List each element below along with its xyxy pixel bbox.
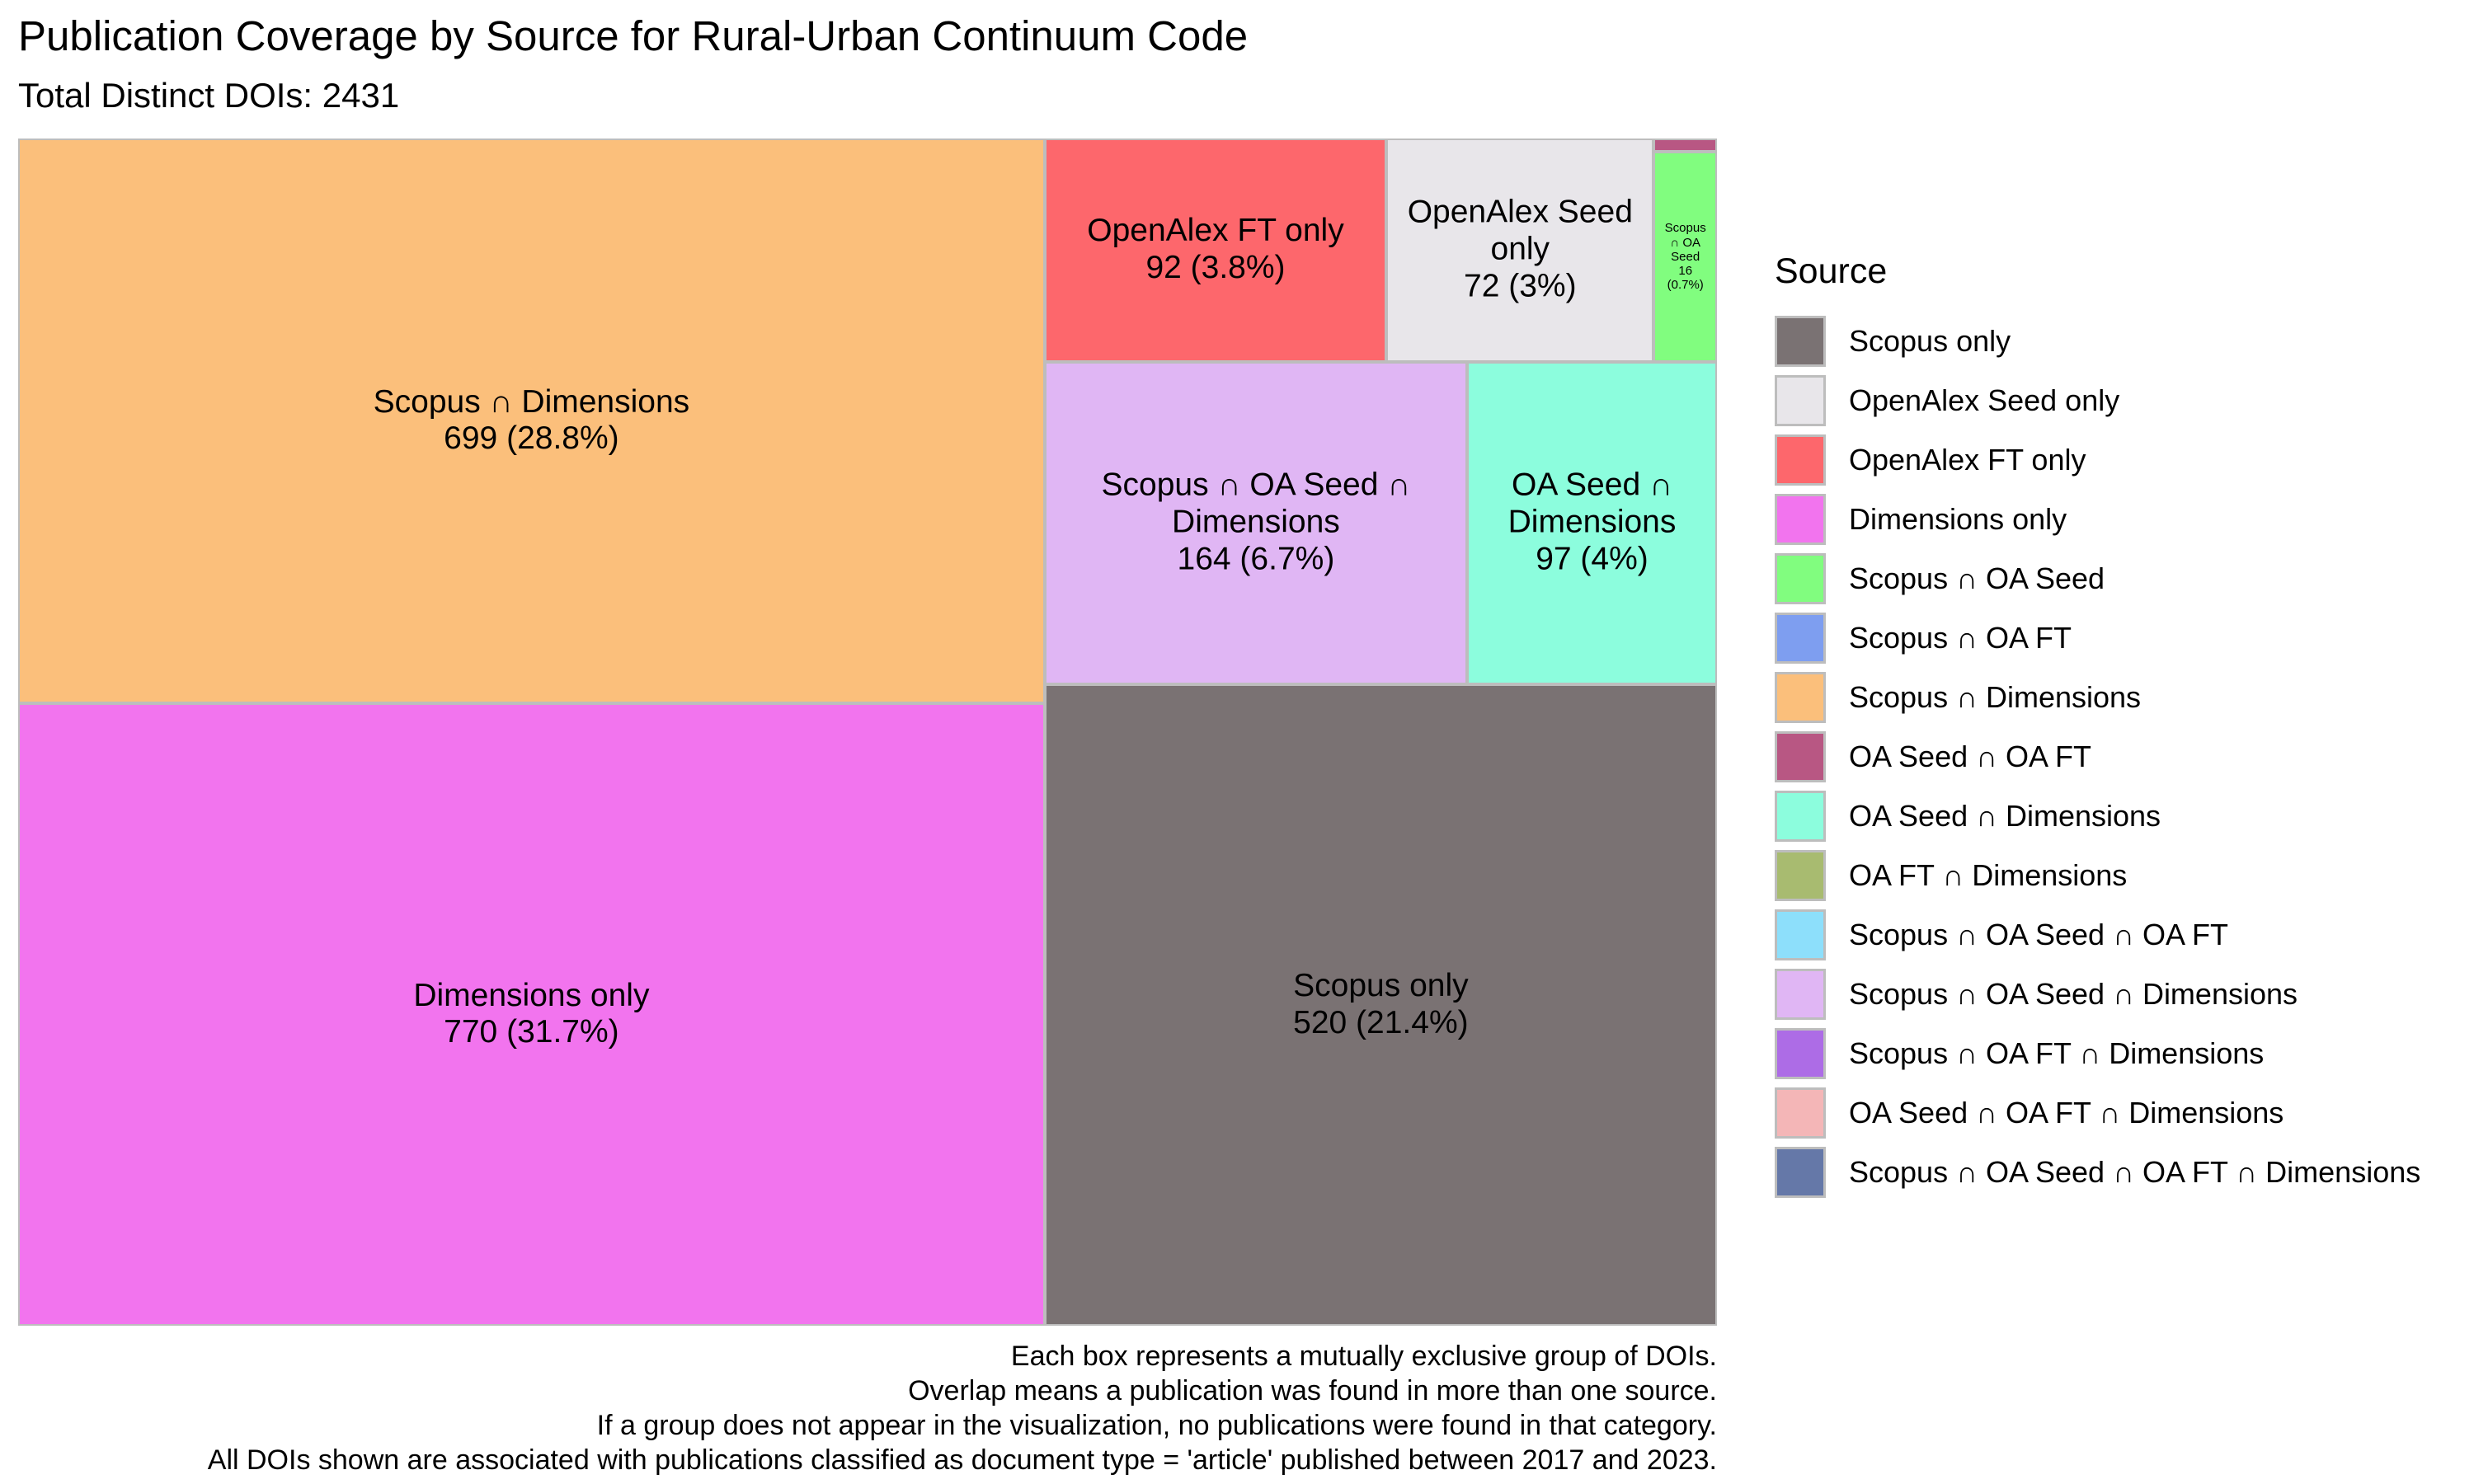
tile-label: Scopus only 520 (21.4%) <box>1047 968 1715 1042</box>
legend-swatch <box>1775 731 1826 782</box>
tile-name: OA Seed ∩ Dimensions <box>1507 467 1677 540</box>
legend-swatch <box>1775 553 1826 604</box>
caption-line: Overlap means a publication was found in… <box>908 1375 1717 1407</box>
tile-name: Scopus ∩ OA Seed ∩ Dimensions <box>1101 467 1411 540</box>
legend-swatch <box>1775 969 1826 1020</box>
legend-swatch <box>1775 1087 1826 1139</box>
legend-item: Dimensions only <box>1775 490 2467 549</box>
legend-item: Scopus ∩ OA FT <box>1775 608 2467 668</box>
legend-swatch <box>1775 316 1826 367</box>
tile-name: Scopus only <box>1293 967 1469 1003</box>
tile-label: Scopus ∩ OA Seed ∩ Dimensions 164 (6.7%) <box>1047 467 1465 579</box>
tile-oa-seed-and-oa-ft <box>1653 139 1717 152</box>
tile-openalex-seed-only: OpenAlex Seed only 72 (3%) <box>1386 139 1654 362</box>
tile-label: Scopus ∩ OA Seed 16 (0.7%) <box>1655 221 1715 292</box>
tile-value: 770 (31.7%) <box>444 1014 619 1050</box>
legend-item: Scopus ∩ Dimensions <box>1775 668 2467 727</box>
legend-item: OA Seed ∩ OA FT <box>1775 727 2467 787</box>
legend-item: Scopus only <box>1775 312 2467 371</box>
tile-scopus-and-dimensions: Scopus ∩ Dimensions 699 (28.8%) <box>18 139 1045 704</box>
legend-item: OA Seed ∩ OA FT ∩ Dimensions <box>1775 1083 2467 1143</box>
tile-value: 92 (3.8%) <box>1145 250 1286 286</box>
legend-label: OA Seed ∩ OA FT ∩ Dimensions <box>1849 1096 2284 1129</box>
legend-label: Scopus ∩ OA Seed <box>1849 561 2105 595</box>
tile-name: Dimensions only <box>413 977 650 1013</box>
tile-dimensions-only: Dimensions only 770 (31.7%) <box>18 703 1045 1326</box>
legend-item: Scopus ∩ OA Seed <box>1775 549 2467 608</box>
legend-label: Scopus ∩ OA Seed ∩ Dimensions <box>1849 977 2298 1011</box>
legend-item: OpenAlex FT only <box>1775 430 2467 490</box>
caption-line: Each box represents a mutually exclusive… <box>1010 1341 1717 1372</box>
tile-name: Scopus ∩ Dimensions <box>373 383 690 420</box>
legend-label: Scopus ∩ OA Seed ∩ OA FT ∩ Dimensions <box>1849 1155 2421 1189</box>
tile-value: 72 (3%) <box>1464 268 1577 304</box>
legend-swatch <box>1775 494 1826 545</box>
tile-value: 164 (6.7%) <box>1177 541 1335 577</box>
legend-swatch <box>1775 850 1826 901</box>
chart-title: Publication Coverage by Source for Rural… <box>18 12 1249 59</box>
legend-item: OA Seed ∩ Dimensions <box>1775 787 2467 846</box>
legend-label: Scopus only <box>1849 324 2011 358</box>
legend-item: Scopus ∩ OA FT ∩ Dimensions <box>1775 1024 2467 1083</box>
legend-swatch <box>1775 909 1826 960</box>
tile-label: OpenAlex Seed only 72 (3%) <box>1388 195 1652 306</box>
tile-scopus-only: Scopus only 520 (21.4%) <box>1044 683 1717 1326</box>
legend-item: OpenAlex Seed only <box>1775 371 2467 430</box>
tile-value: 520 (21.4%) <box>1293 1004 1469 1040</box>
tile-name: OpenAlex Seed only <box>1407 195 1633 268</box>
legend-swatch <box>1775 1147 1826 1198</box>
legend-swatch <box>1775 1028 1826 1079</box>
tile-label: OA Seed ∩ Dimensions 97 (4%) <box>1469 467 1715 579</box>
caption-line: All DOIs shown are associated with publi… <box>207 1444 1717 1476</box>
legend-swatch <box>1775 434 1826 486</box>
tile-value: 16 (0.7%) <box>1667 264 1704 293</box>
legend-label: OA Seed ∩ Dimensions <box>1849 799 2161 833</box>
legend-label: Scopus ∩ OA FT ∩ Dimensions <box>1849 1036 2265 1070</box>
legend-label: Scopus ∩ OA Seed ∩ OA FT <box>1849 918 2228 951</box>
caption-line: If a group does not appear in the visual… <box>596 1410 1717 1441</box>
legend-label: OpenAlex Seed only <box>1849 383 2120 417</box>
tile-scopus-and-oa-seed: Scopus ∩ OA Seed 16 (0.7%) <box>1653 151 1717 362</box>
legend-item: Scopus ∩ OA Seed ∩ OA FT <box>1775 905 2467 965</box>
legend-swatch <box>1775 791 1826 842</box>
tile-name: OpenAlex FT only <box>1087 213 1344 249</box>
tile-value: 97 (4%) <box>1536 541 1649 577</box>
chart-subtitle: Total Distinct DOIs: 2431 <box>18 76 400 115</box>
legend-item: Scopus ∩ OA Seed ∩ Dimensions <box>1775 965 2467 1024</box>
legend-items: Scopus only OpenAlex Seed only OpenAlex FT… <box>1775 312 2467 1202</box>
legend-label: OA Seed ∩ OA FT <box>1849 740 2091 773</box>
legend: Source Scopus only OpenAlex Seed only Open… <box>1775 251 2467 1202</box>
legend-label: OpenAlex FT only <box>1849 443 2086 477</box>
legend-item: Scopus ∩ OA Seed ∩ OA FT ∩ Dimensions <box>1775 1143 2467 1202</box>
tile-label: Scopus ∩ Dimensions 699 (28.8%) <box>20 384 1043 458</box>
caption: Each box represents a mutually exclusive… <box>208 1339 1717 1477</box>
legend-swatch <box>1775 375 1826 426</box>
tile-scopus-and-oa-seed-and-dimensions: Scopus ∩ OA Seed ∩ Dimensions 164 (6.7%) <box>1044 361 1468 684</box>
legend-swatch <box>1775 613 1826 664</box>
legend-label: Scopus ∩ Dimensions <box>1849 680 2142 714</box>
legend-label: OA FT ∩ Dimensions <box>1849 858 2128 892</box>
tile-label: OpenAlex FT only 92 (3.8%) <box>1047 214 1385 288</box>
tile-value: 699 (28.8%) <box>444 420 619 457</box>
legend-item: OA FT ∩ Dimensions <box>1775 846 2467 905</box>
tile-openalex-ft-only: OpenAlex FT only 92 (3.8%) <box>1044 139 1387 362</box>
tile-label: Dimensions only 770 (31.7%) <box>20 978 1043 1052</box>
legend-label: Scopus ∩ OA FT <box>1849 621 2072 655</box>
treemap: Dimensions only 770 (31.7%) Scopus ∩ Dimen… <box>18 139 1717 1326</box>
legend-swatch <box>1775 672 1826 723</box>
legend-label: Dimensions only <box>1849 502 2067 536</box>
tile-name: Scopus ∩ OA Seed <box>1664 221 1706 264</box>
tile-oa-seed-and-dimensions: OA Seed ∩ Dimensions 97 (4%) <box>1467 361 1717 684</box>
legend-title: Source <box>1775 251 1888 291</box>
